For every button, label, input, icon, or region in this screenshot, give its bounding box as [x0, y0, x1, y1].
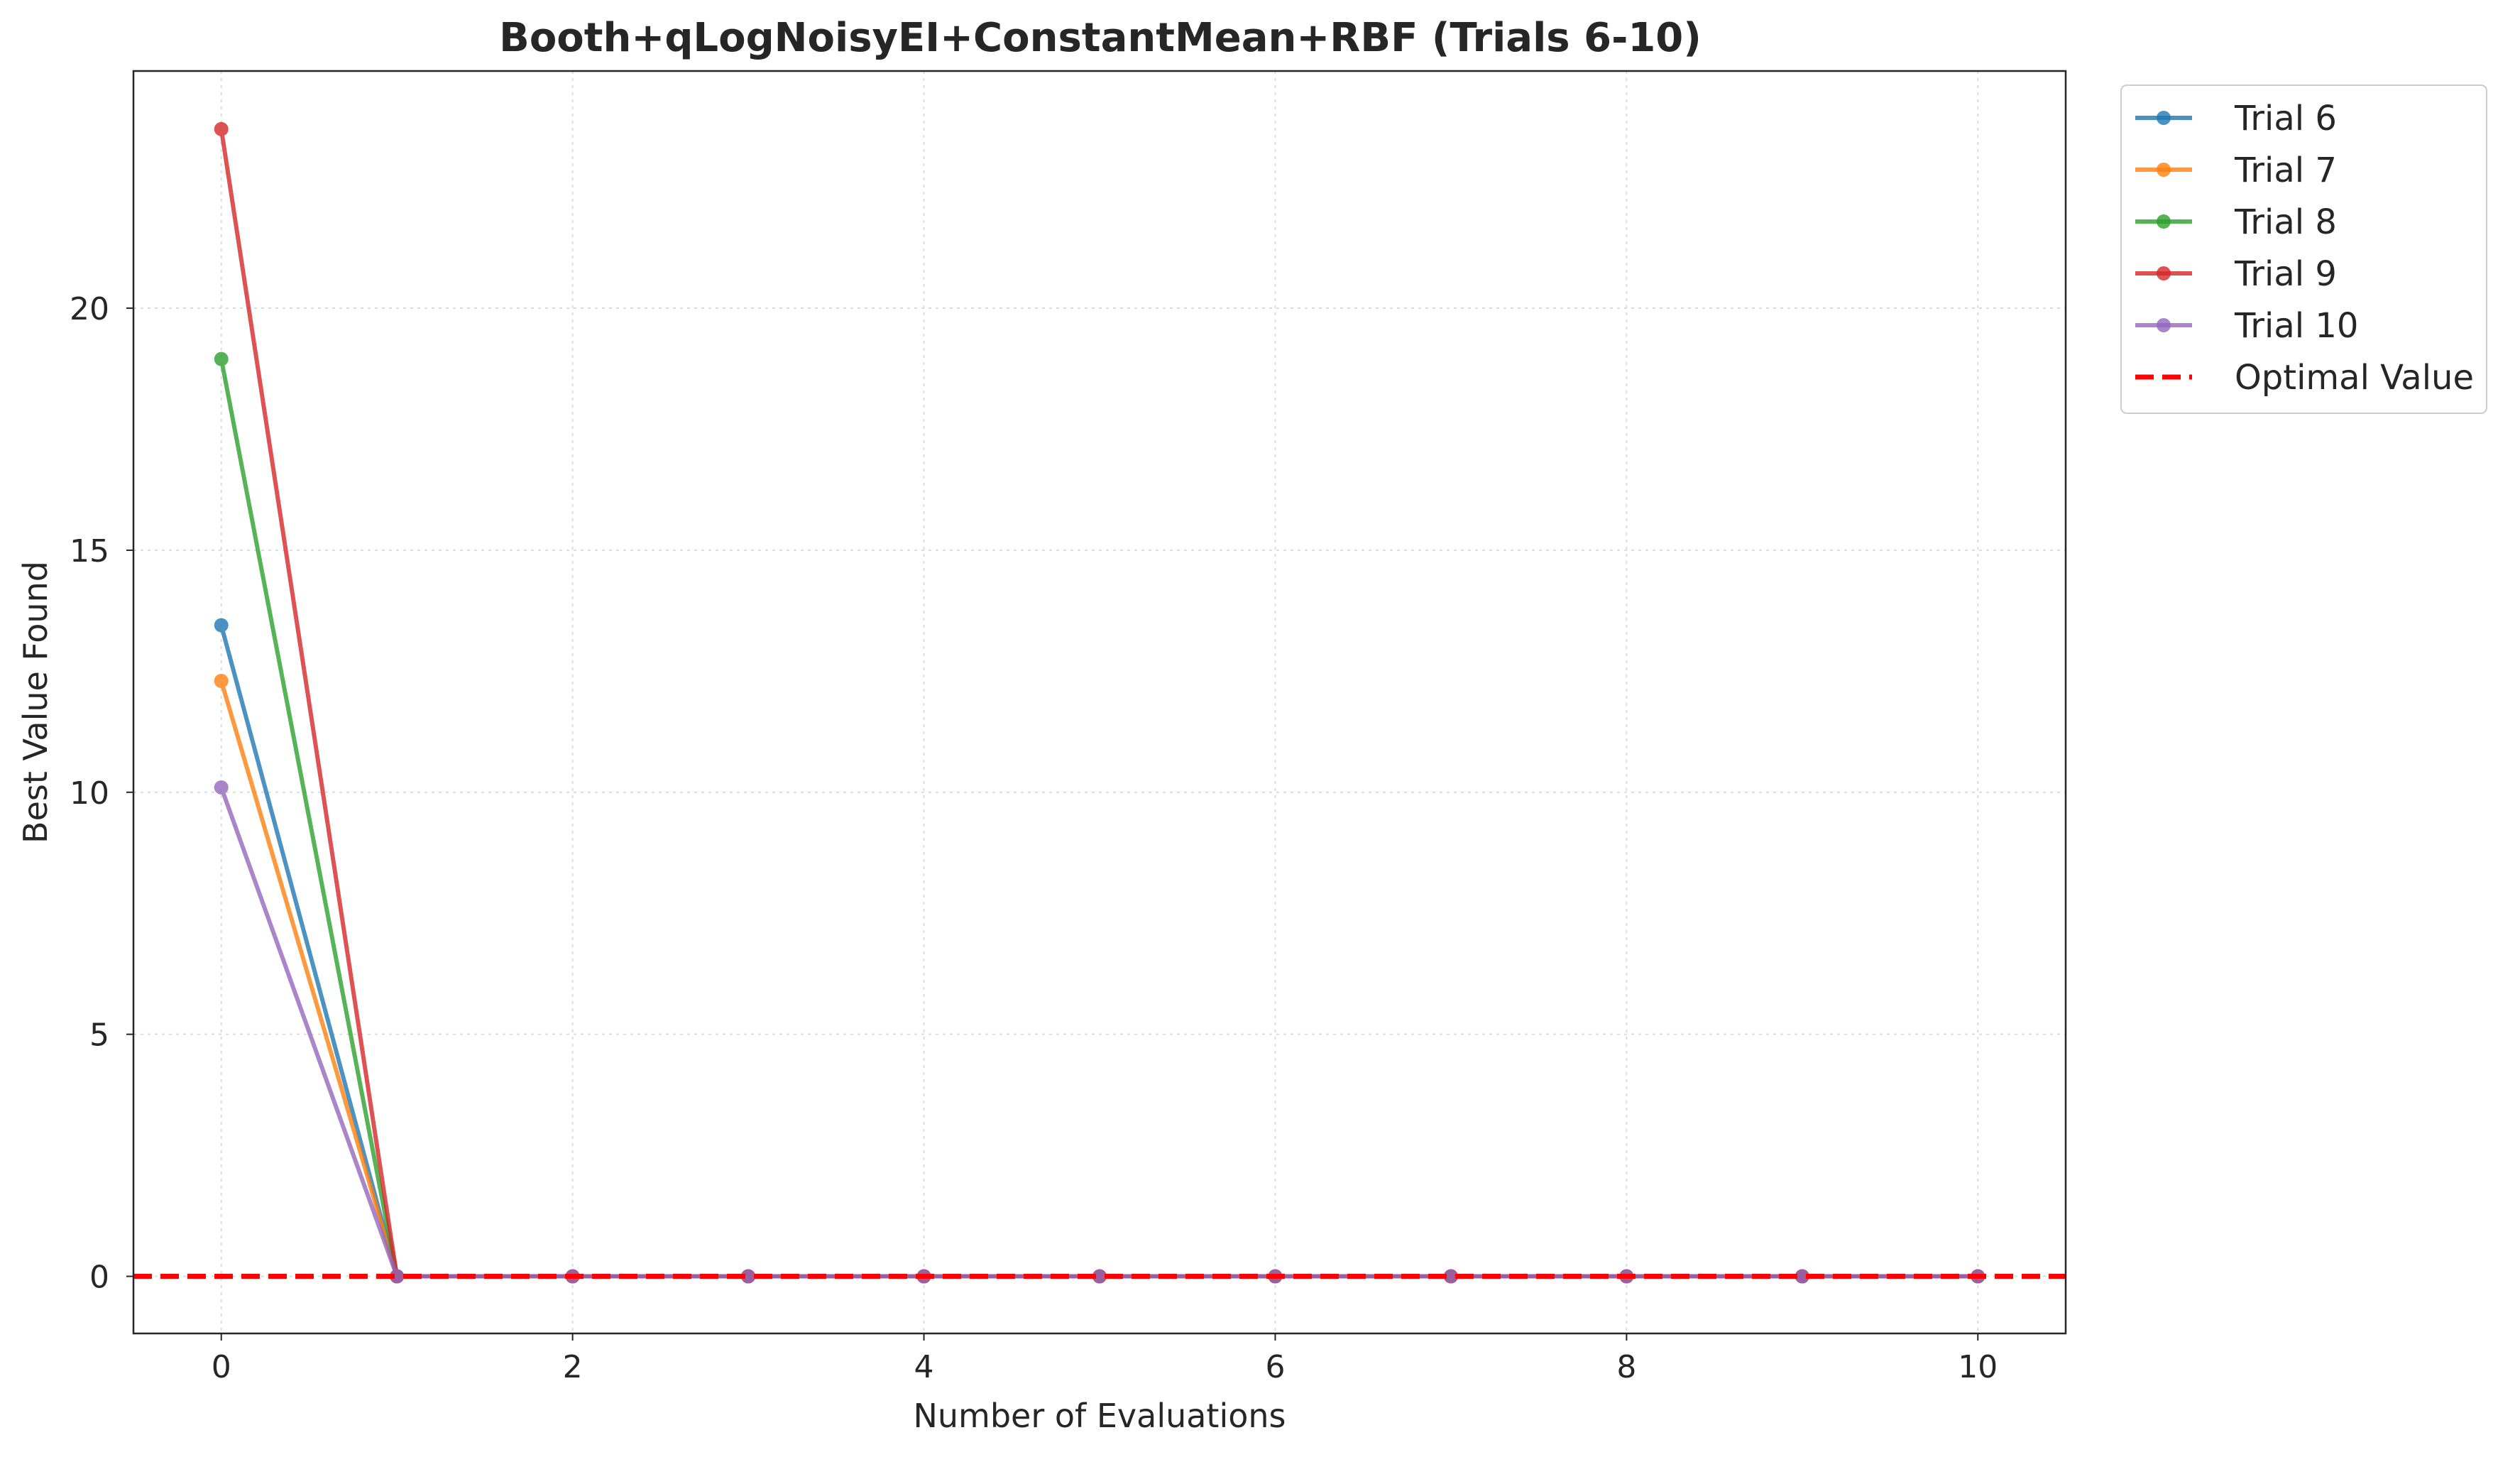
data-point [741, 1269, 756, 1284]
data-point [214, 351, 229, 366]
legend-marker [2157, 266, 2171, 280]
legend-entry: Trial 9 [2135, 254, 2337, 294]
legend-label: Trial 8 [2234, 202, 2337, 242]
legend-entry: Trial 7 [2135, 151, 2337, 190]
chart-title: Booth+qLogNoisyEI+ConstantMean+RBF (Tria… [499, 15, 1702, 61]
data-point [214, 121, 229, 136]
x-axis: 0 2 4 6 8 10 [212, 1333, 1998, 1385]
legend-entry: Trial 6 [2135, 99, 2337, 138]
data-point [1795, 1269, 1809, 1284]
legend-marker [2157, 214, 2171, 229]
data-point [214, 618, 229, 633]
x-tick-label: 2 [563, 1349, 583, 1385]
data-point [1443, 1269, 1458, 1284]
plot-frame [132, 70, 2067, 1335]
x-tick-label: 8 [1616, 1349, 1636, 1385]
legend-box [2120, 84, 2487, 414]
legend-marker [2157, 111, 2171, 125]
legend-entry: Trial 10 [2135, 306, 2358, 346]
legend-entry: Optimal Value [2135, 358, 2474, 398]
y-tick-label: 20 [70, 291, 109, 327]
data-point [390, 1269, 405, 1284]
x-tick-label: 6 [1265, 1349, 1285, 1385]
plot-marks [133, 121, 2066, 1284]
x-axis-label: Number of Evaluations [913, 1397, 1286, 1435]
x-tick-label: 0 [212, 1349, 231, 1385]
legend-label: Trial 9 [2234, 254, 2337, 294]
y-axis-label: Best Value Found [16, 561, 55, 844]
y-tick-label: 5 [89, 1017, 109, 1054]
y-axis: 0 5 10 15 20 [70, 291, 133, 1296]
legend: Trial 6 Trial 7 Trial 8 Trial 9 Trial 10 Opti… [2120, 84, 2487, 414]
y-tick-label: 15 [70, 533, 109, 569]
y-tick-label: 10 [70, 775, 109, 812]
x-tick-label: 4 [914, 1349, 934, 1385]
legend-label: Trial 7 [2234, 151, 2337, 190]
legend-label: Trial 10 [2234, 306, 2358, 346]
data-point [214, 780, 229, 795]
x-tick-label: 10 [1958, 1349, 1998, 1385]
data-point [1092, 1269, 1107, 1284]
legend-entry: Trial 8 [2135, 202, 2337, 242]
legend-label: Optimal Value [2235, 358, 2474, 398]
y-tick-label: 0 [89, 1260, 109, 1296]
legend-marker [2157, 318, 2171, 332]
legend-marker [2157, 163, 2171, 177]
data-point [214, 674, 229, 689]
legend-label: Trial 6 [2234, 99, 2337, 138]
